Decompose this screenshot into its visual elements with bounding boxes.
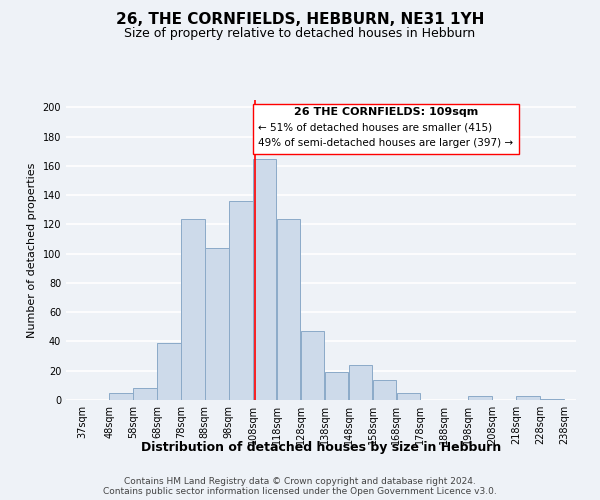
Bar — [373, 380, 396, 400]
Text: Contains HM Land Registry data © Crown copyright and database right 2024.: Contains HM Land Registry data © Crown c… — [124, 476, 476, 486]
Bar — [277, 218, 301, 400]
Bar — [133, 388, 157, 400]
Text: Distribution of detached houses by size in Hebburn: Distribution of detached houses by size … — [141, 441, 501, 454]
Text: Size of property relative to detached houses in Hebburn: Size of property relative to detached ho… — [124, 28, 476, 40]
Bar — [301, 331, 325, 400]
Text: 26, THE CORNFIELDS, HEBBURN, NE31 1YH: 26, THE CORNFIELDS, HEBBURN, NE31 1YH — [116, 12, 484, 28]
Bar — [229, 201, 253, 400]
Bar — [109, 392, 133, 400]
Bar — [349, 365, 372, 400]
Text: 26 THE CORNFIELDS: 109sqm: 26 THE CORNFIELDS: 109sqm — [293, 108, 478, 118]
Bar — [157, 343, 181, 400]
Bar — [205, 248, 229, 400]
Bar — [517, 396, 540, 400]
Bar — [181, 218, 205, 400]
Text: Contains public sector information licensed under the Open Government Licence v3: Contains public sector information licen… — [103, 486, 497, 496]
Bar — [325, 372, 348, 400]
Bar — [469, 396, 492, 400]
Text: ← 51% of detached houses are smaller (415): ← 51% of detached houses are smaller (41… — [257, 122, 491, 132]
Bar — [541, 398, 564, 400]
FancyBboxPatch shape — [253, 104, 518, 154]
Bar — [397, 392, 420, 400]
Text: 49% of semi-detached houses are larger (397) →: 49% of semi-detached houses are larger (… — [257, 138, 512, 148]
Bar — [253, 158, 277, 400]
Y-axis label: Number of detached properties: Number of detached properties — [27, 162, 37, 338]
